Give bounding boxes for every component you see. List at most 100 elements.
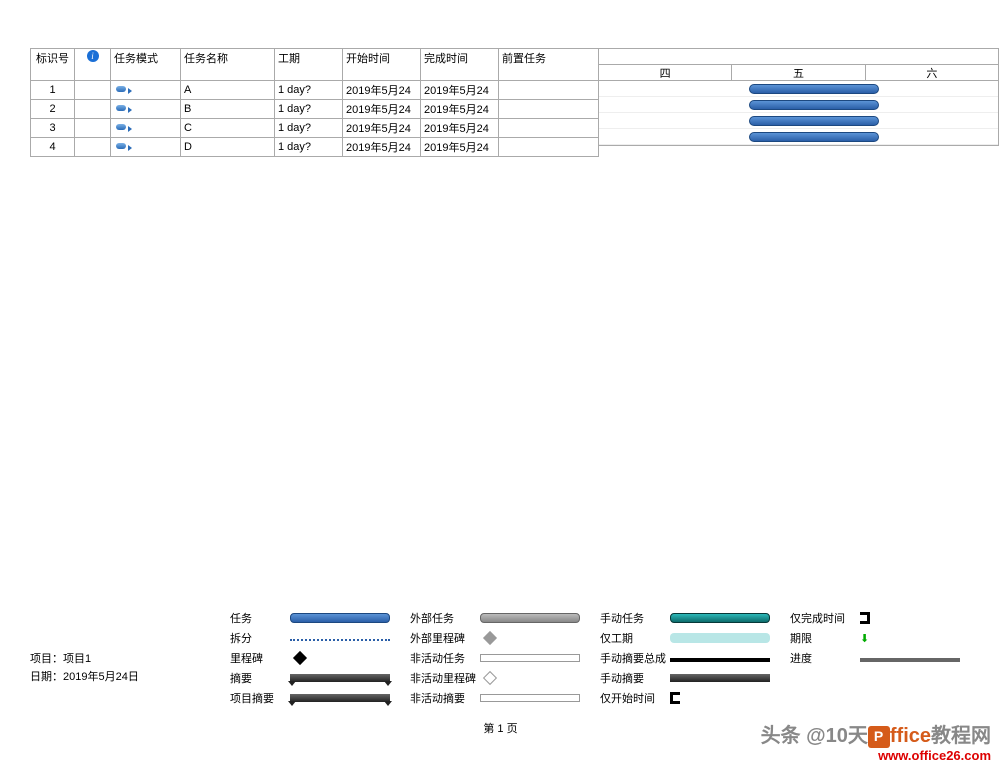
col-name: 任务名称 — [181, 49, 275, 81]
cell-pred — [499, 119, 599, 138]
cell-finish: 2019年5月24 — [421, 119, 499, 138]
cell-pred — [499, 138, 599, 157]
cell-duration: 1 day? — [275, 100, 343, 119]
cell-id: 3 — [31, 119, 75, 138]
gantt-day-header: 四 — [599, 65, 732, 80]
legend-summary-label: 摘要 — [230, 670, 290, 686]
cell-pred — [499, 100, 599, 119]
legend-milestone-label: 里程碑 — [230, 650, 290, 666]
gantt-day-header: 六 — [866, 65, 998, 80]
gantt-chart: 四五六 — [598, 48, 999, 146]
table-row: 2B1 day?2019年5月242019年5月24 — [31, 100, 599, 119]
cell-info — [75, 81, 111, 100]
legend-ext-ms-swatch — [483, 631, 497, 645]
col-start: 开始时间 — [343, 49, 421, 81]
table-row: 1A1 day?2019年5月242019年5月24 — [31, 81, 599, 100]
cell-duration: 1 day? — [275, 119, 343, 138]
gantt-bar — [749, 100, 879, 110]
cell-start: 2019年5月24 — [343, 100, 421, 119]
legend-inactive-sum-label: 非活动摘要 — [410, 690, 480, 706]
legend-inactive-ms-swatch — [483, 671, 497, 685]
legend-deadline-label: 期限 — [790, 630, 860, 646]
col-mode: 任务模式 — [111, 49, 181, 81]
project-name-value: 项目1 — [63, 653, 91, 665]
legend-grid: 任务 外部任务 手动任务 仅完成时间 拆分 外部里程碑 仅工期 期限⬇ 里程碑 … — [230, 610, 900, 706]
col-info: i — [75, 49, 111, 81]
cell-finish: 2019年5月24 — [421, 138, 499, 157]
cell-info — [75, 119, 111, 138]
cell-info — [75, 100, 111, 119]
legend-progress-swatch — [860, 658, 960, 662]
legend-man-sum-rollup-label: 手动摘要总成 — [600, 650, 670, 666]
legend-progress-label: 进度 — [790, 650, 860, 666]
col-id: 标识号 — [31, 49, 75, 81]
legend-start-only-label: 仅开始时间 — [600, 690, 670, 706]
watermark-line1: 头条 @10天ffice教程网 — [761, 719, 991, 748]
cell-info — [75, 138, 111, 157]
legend-inactive-ms-label: 非活动里程碑 — [410, 670, 480, 686]
watermark-url: www.office26.com — [761, 748, 991, 763]
legend-ext-task-label: 外部任务 — [410, 610, 480, 626]
col-finish: 完成时间 — [421, 49, 499, 81]
project-date-label: 日期： — [30, 671, 63, 683]
project-info: 项目：项目1 日期：2019年5月24日 — [30, 650, 139, 686]
legend-task-swatch — [290, 613, 390, 623]
office-icon — [868, 726, 890, 748]
task-mode-icon — [114, 141, 132, 151]
info-icon: i — [87, 50, 99, 62]
legend-dur-only-label: 仅工期 — [600, 630, 670, 646]
watermark: 头条 @10天ffice教程网 www.office26.com — [761, 719, 991, 763]
legend-finish-only-label: 仅完成时间 — [790, 610, 860, 626]
legend-proj-summary-swatch — [290, 694, 390, 702]
cell-start: 2019年5月24 — [343, 119, 421, 138]
gantt-row — [599, 81, 998, 97]
cell-name: C — [181, 119, 275, 138]
legend-proj-summary-label: 项目摘要 — [230, 690, 290, 706]
cell-pred — [499, 81, 599, 100]
cell-id: 2 — [31, 100, 75, 119]
gantt-bar — [749, 116, 879, 126]
task-mode-icon — [114, 103, 132, 113]
col-predecessors: 前置任务 — [499, 49, 599, 81]
cell-duration: 1 day? — [275, 138, 343, 157]
task-mode-icon — [114, 84, 132, 94]
cell-duration: 1 day? — [275, 81, 343, 100]
cell-mode — [111, 100, 181, 119]
legend-start-only-swatch — [670, 692, 680, 704]
task-table: 标识号 i 任务模式 任务名称 工期 开始时间 完成时间 前置任务 1A1 da… — [30, 48, 599, 157]
legend-inactive-sum-swatch — [480, 694, 580, 702]
legend-milestone-swatch — [293, 651, 307, 665]
legend-inactive-task-swatch — [480, 654, 580, 662]
legend-manual-task-swatch — [670, 613, 770, 623]
legend-deadline-swatch: ⬇ — [860, 632, 900, 645]
legend-split-swatch — [290, 639, 390, 641]
cell-id: 1 — [31, 81, 75, 100]
gantt-bar — [749, 84, 879, 94]
col-duration: 工期 — [275, 49, 343, 81]
legend-finish-only-swatch — [860, 612, 870, 624]
gantt-bar — [749, 132, 879, 142]
cell-name: A — [181, 81, 275, 100]
cell-start: 2019年5月24 — [343, 81, 421, 100]
legend-split-label: 拆分 — [230, 630, 290, 646]
legend-task-label: 任务 — [230, 610, 290, 626]
project-name-label: 项目： — [30, 653, 63, 665]
gantt-day-header: 五 — [732, 65, 865, 80]
legend-summary-swatch — [290, 674, 390, 682]
gantt-row — [599, 113, 998, 129]
cell-mode — [111, 138, 181, 157]
legend-inactive-task-label: 非活动任务 — [410, 650, 480, 666]
legend-dur-only-swatch — [670, 633, 770, 643]
table-row: 3C1 day?2019年5月242019年5月24 — [31, 119, 599, 138]
project-date-value: 2019年5月24日 — [63, 671, 139, 683]
gantt-header-days: 四五六 — [599, 65, 998, 81]
cell-mode — [111, 119, 181, 138]
legend-man-sum-label: 手动摘要 — [600, 670, 670, 686]
cell-name: B — [181, 100, 275, 119]
cell-mode — [111, 81, 181, 100]
task-mode-icon — [114, 122, 132, 132]
legend-ext-task-swatch — [480, 613, 580, 623]
legend-man-sum-swatch — [670, 674, 770, 682]
legend-ext-ms-label: 外部里程碑 — [410, 630, 480, 646]
cell-finish: 2019年5月24 — [421, 100, 499, 119]
